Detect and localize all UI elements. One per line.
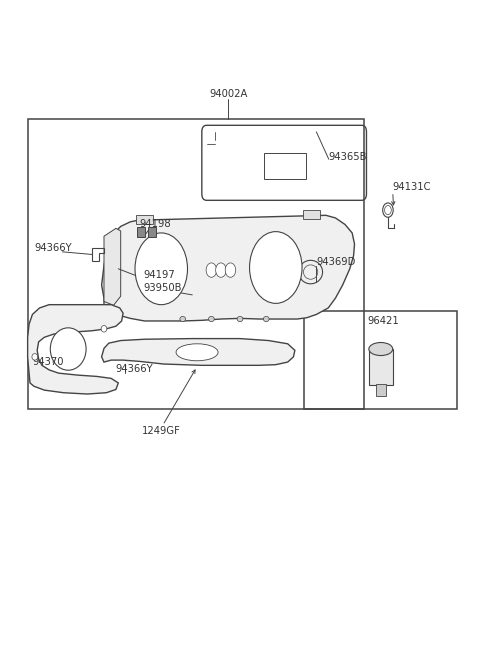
- Text: 94369D: 94369D: [316, 257, 356, 267]
- Text: 94365B: 94365B: [329, 151, 367, 162]
- Polygon shape: [28, 305, 123, 394]
- Text: 94197: 94197: [144, 270, 175, 280]
- Ellipse shape: [264, 316, 269, 322]
- Text: 94370: 94370: [33, 357, 64, 367]
- Bar: [303, 210, 320, 219]
- Bar: [28, 119, 364, 409]
- Ellipse shape: [50, 328, 86, 370]
- Text: 94366Y: 94366Y: [115, 364, 153, 374]
- Polygon shape: [104, 229, 120, 305]
- Text: 94131C: 94131C: [393, 182, 431, 193]
- Bar: [304, 311, 457, 409]
- Text: 94002A: 94002A: [209, 89, 247, 99]
- Polygon shape: [102, 339, 295, 365]
- Ellipse shape: [216, 263, 226, 277]
- Ellipse shape: [176, 344, 218, 361]
- Text: 1249GF: 1249GF: [142, 426, 181, 436]
- Ellipse shape: [32, 354, 37, 360]
- Ellipse shape: [180, 316, 186, 322]
- Ellipse shape: [135, 233, 188, 305]
- Bar: [264, 153, 306, 179]
- Text: 94198: 94198: [140, 219, 171, 229]
- Ellipse shape: [250, 232, 302, 303]
- Bar: [376, 384, 385, 396]
- Bar: [369, 349, 393, 385]
- Text: 93950B: 93950B: [144, 283, 182, 293]
- Bar: [148, 227, 156, 238]
- Ellipse shape: [369, 343, 393, 356]
- Ellipse shape: [225, 263, 236, 277]
- Text: 96421: 96421: [367, 316, 399, 326]
- Ellipse shape: [237, 316, 243, 322]
- Ellipse shape: [101, 326, 107, 332]
- Ellipse shape: [208, 316, 214, 322]
- Bar: [137, 227, 145, 238]
- Text: 94366Y: 94366Y: [35, 243, 72, 253]
- Polygon shape: [102, 215, 355, 321]
- Ellipse shape: [206, 263, 216, 277]
- Bar: [136, 215, 153, 224]
